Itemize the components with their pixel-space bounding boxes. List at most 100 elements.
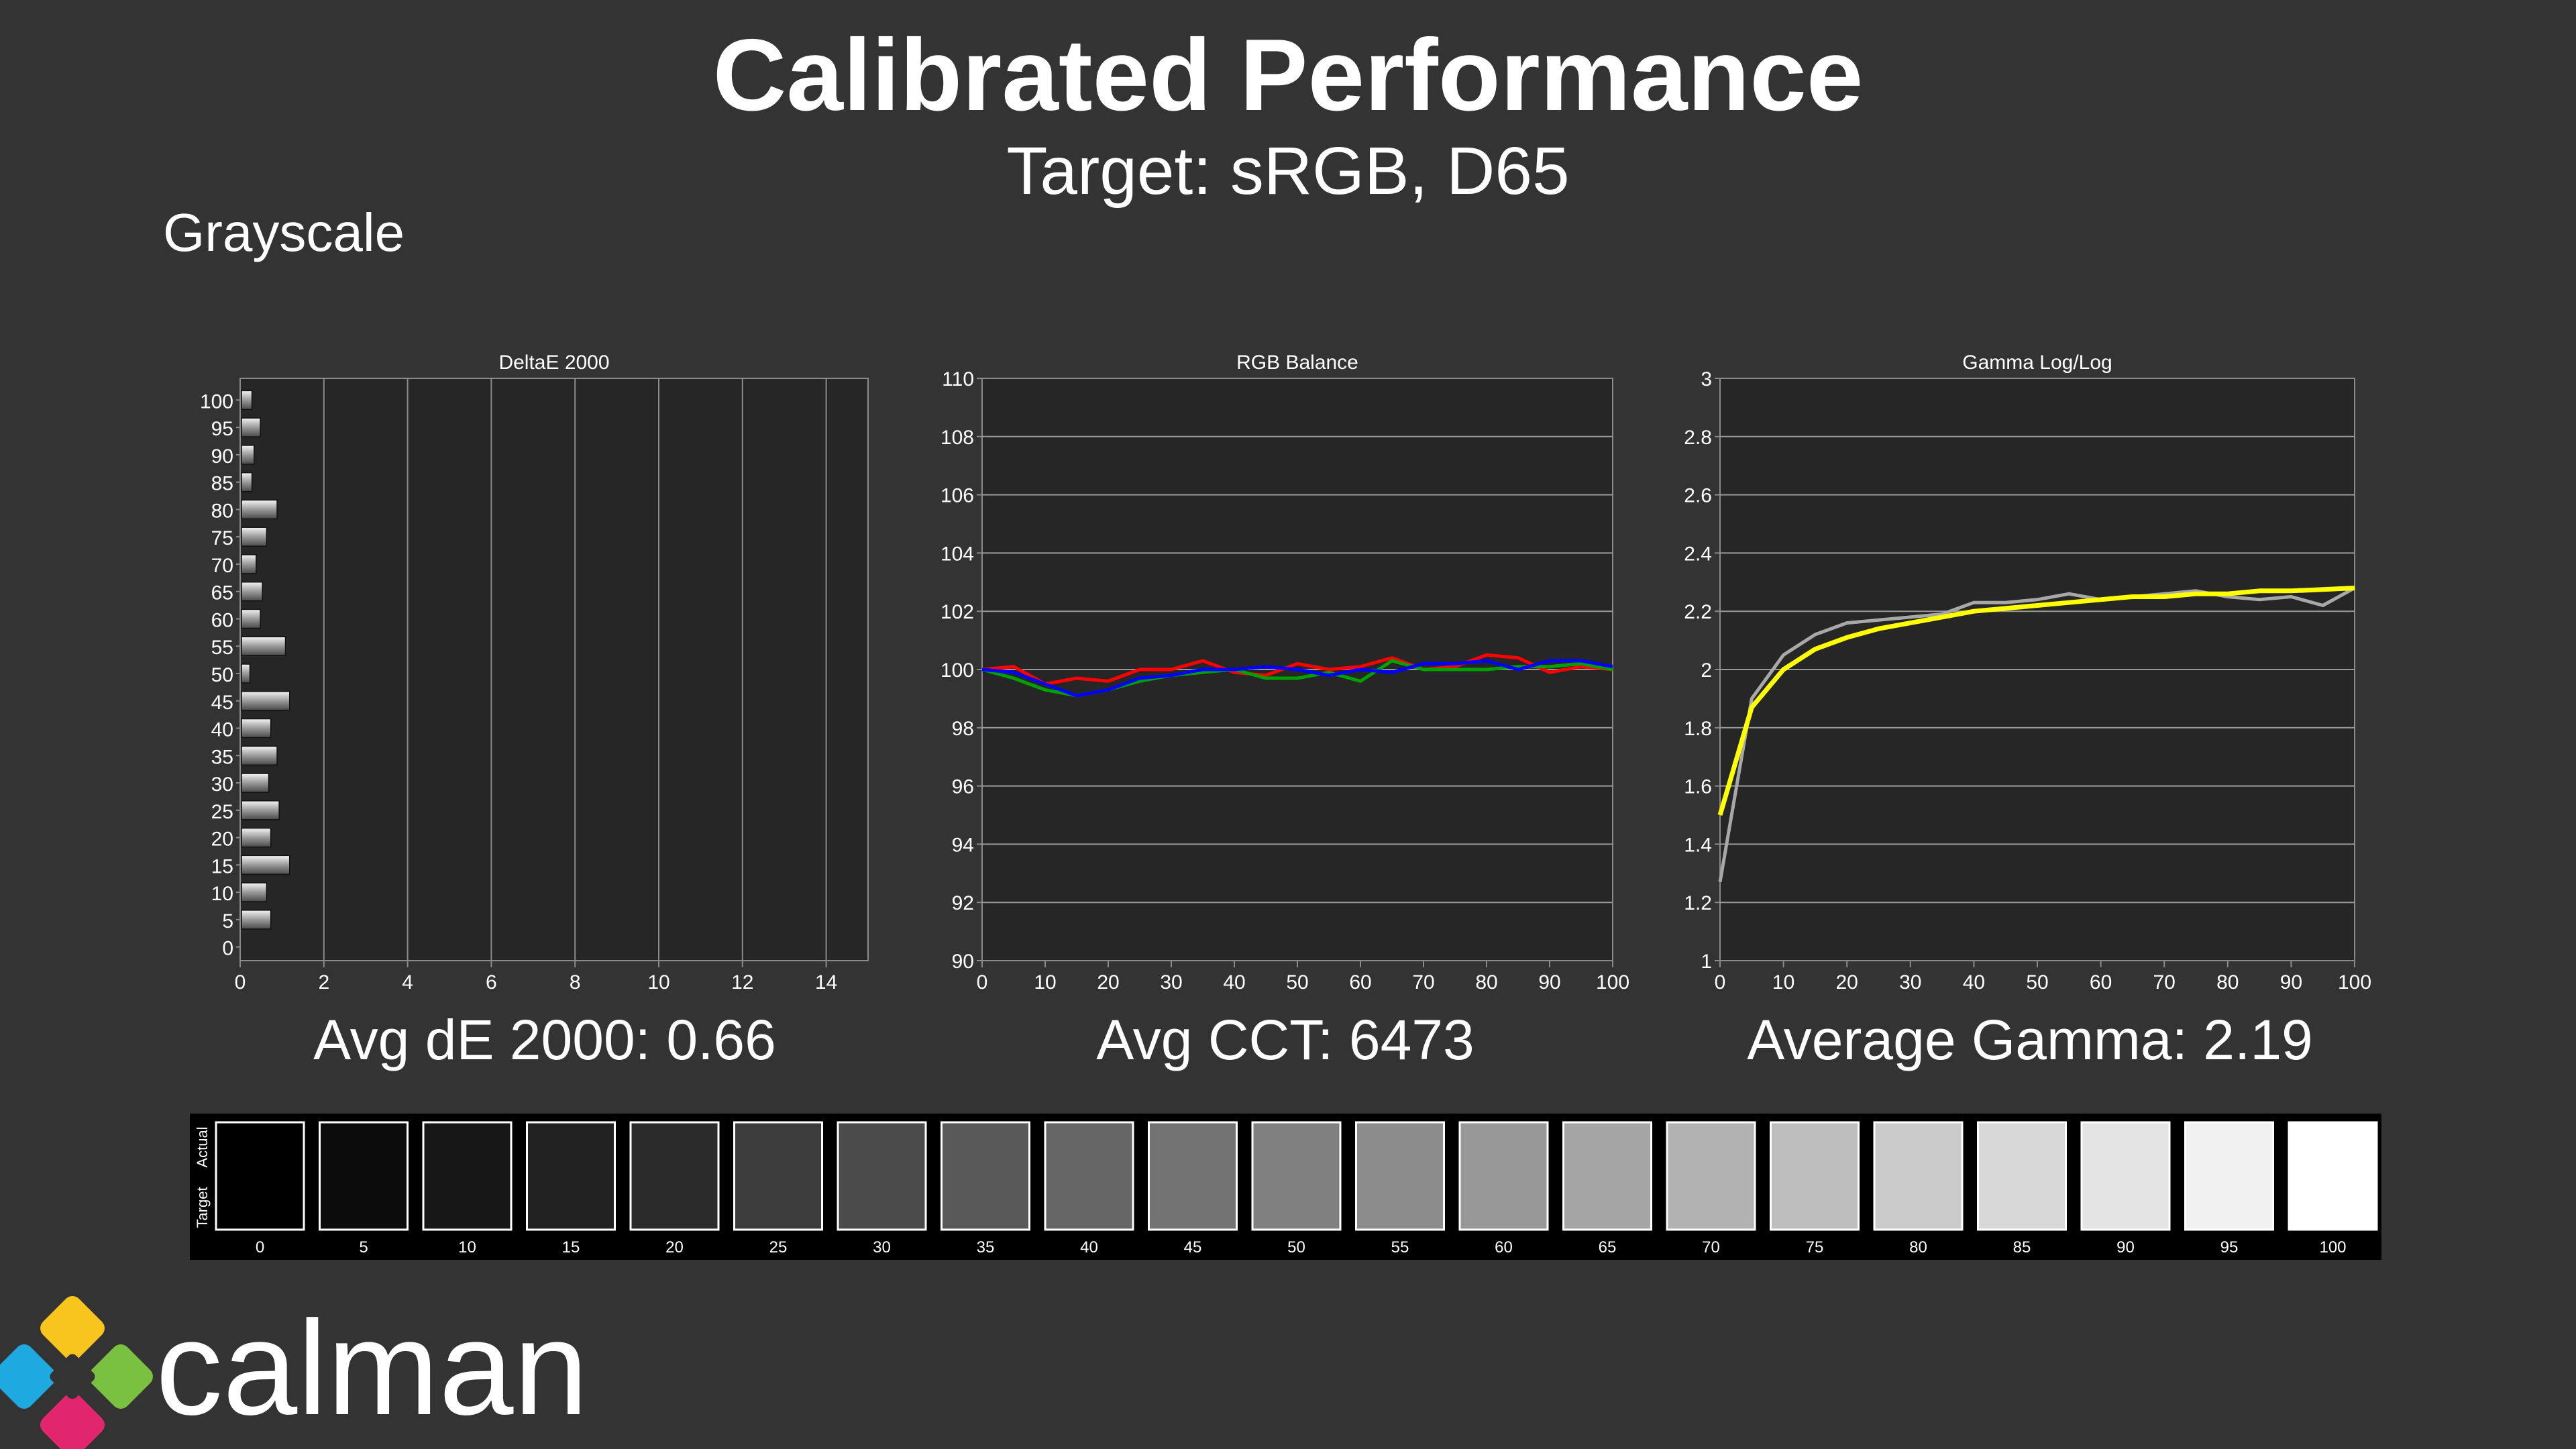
deltae-bar xyxy=(241,910,272,930)
rgb-balance-chart-title: RGB Balance xyxy=(1236,352,1358,374)
avg-gamma-summary: Average Gamma: 2.19 xyxy=(1747,1008,2313,1071)
swatch-label: 95 xyxy=(2220,1238,2239,1256)
deltae-bar xyxy=(241,855,290,875)
deltae-y-tick-label: 90 xyxy=(211,445,233,468)
deltae-y-tick-label: 45 xyxy=(211,692,233,714)
deltae-y-tick-label: 15 xyxy=(211,855,233,877)
deltae-y-tick-label: 65 xyxy=(211,582,233,604)
gamma-y-tick-label: 3 xyxy=(1701,368,1712,390)
deltae-bar xyxy=(241,636,286,656)
swatch-target-label: Target xyxy=(194,1187,211,1228)
section-label: Grayscale xyxy=(163,203,405,262)
deltae-y-tick-label: 70 xyxy=(211,555,233,577)
grayscale-swatch xyxy=(1044,1121,1134,1231)
gamma-x-tick-label: 40 xyxy=(1963,971,1985,994)
swatch-label: 90 xyxy=(2116,1238,2135,1256)
deltae-y-tick-label: 60 xyxy=(211,609,233,631)
deltae-bar xyxy=(241,472,253,492)
gamma-y-tick-label: 2.6 xyxy=(1684,485,1712,507)
grayscale-swatch xyxy=(1873,1121,1964,1231)
deltae-y-tick-label: 55 xyxy=(211,637,233,659)
deltae-y-tick-label: 50 xyxy=(211,664,233,686)
grayscale-swatch xyxy=(629,1121,720,1231)
swatch-actual-label: Actual xyxy=(194,1126,211,1167)
rgb-balance-x-tick-label: 60 xyxy=(1349,971,1371,994)
deltae-x-tick-label: 2 xyxy=(318,971,329,994)
rgb-balance-y-tick-label: 90 xyxy=(952,951,974,973)
rgb-balance-y-tick-label: 92 xyxy=(952,892,974,914)
swatch-label: 80 xyxy=(1909,1238,1927,1256)
deltae-y-tick-label: 10 xyxy=(211,883,233,905)
gamma-y-tick-label: 1.8 xyxy=(1684,718,1712,740)
gamma-x-tick-label: 80 xyxy=(2216,971,2239,994)
deltae-x-tick-label: 4 xyxy=(402,971,413,994)
rgb-balance-x-tick-label: 10 xyxy=(1034,971,1056,994)
deltae-bar xyxy=(241,745,278,766)
deltae-bar xyxy=(241,663,251,684)
grayscale-swatch xyxy=(2288,1121,2378,1231)
rgb-balance-x-tick-label: 40 xyxy=(1223,971,1245,994)
swatch-label: 50 xyxy=(1287,1238,1305,1256)
grayscale-swatch xyxy=(1770,1121,1860,1231)
gamma-x-tick-label: 70 xyxy=(2153,971,2176,994)
deltae-x-tick-label: 12 xyxy=(731,971,753,994)
grayscale-swatch xyxy=(2080,1121,2171,1231)
rgb-balance-x-tick-label: 70 xyxy=(1412,971,1434,994)
grayscale-swatch xyxy=(1251,1121,1342,1231)
deltae-x-tick-label: 8 xyxy=(570,971,581,994)
gamma-y-tick-label: 1.6 xyxy=(1684,776,1712,798)
deltae-y-tick-label: 40 xyxy=(211,719,233,741)
page-subtitle: Target: sRGB, D65 xyxy=(1006,133,1570,209)
deltae-bar xyxy=(241,691,290,711)
deltae-x-tick-label: 14 xyxy=(815,971,837,994)
deltae-bar xyxy=(241,827,272,848)
rgb-balance-y-tick-label: 96 xyxy=(952,776,974,798)
deltae-bar xyxy=(241,499,278,520)
rgb-balance-y-tick-label: 108 xyxy=(941,427,974,449)
swatch-label: 20 xyxy=(665,1238,684,1256)
rgb-balance-x-tick-label: 0 xyxy=(977,971,988,994)
deltae-bar xyxy=(241,882,268,902)
deltae-bar xyxy=(241,800,280,820)
gamma-y-tick-label: 1.4 xyxy=(1684,834,1712,856)
deltae-plot-area xyxy=(239,378,869,961)
deltae-y-tick-label: 20 xyxy=(211,828,233,851)
rgb-balance-y-tick-label: 102 xyxy=(941,601,974,623)
grayscale-swatch xyxy=(319,1121,409,1231)
deltae-y-tick-label: 30 xyxy=(211,773,233,796)
gamma-x-tick-label: 30 xyxy=(1899,971,1921,994)
rgb-balance-x-tick-label: 80 xyxy=(1475,971,1497,994)
swatch-label: 10 xyxy=(458,1238,476,1256)
gamma-x-tick-label: 0 xyxy=(1715,971,1726,994)
rgb-balance-y-tick-label: 100 xyxy=(941,659,974,682)
grayscale-swatch xyxy=(1458,1121,1549,1231)
rgb-balance-series-line xyxy=(981,653,1613,686)
rgb-balance-y-tick-label: 106 xyxy=(941,485,974,507)
rgb-balance-series-line xyxy=(981,659,1613,698)
gamma-y-tick-label: 2.8 xyxy=(1684,427,1712,449)
deltae-bar xyxy=(241,554,257,574)
deltae-y-tick-label: 80 xyxy=(211,500,233,522)
gamma-x-tick-label: 10 xyxy=(1772,971,1794,994)
deltae-y-tick-label: 85 xyxy=(211,473,233,495)
deltae-chart-title: DeltaE 2000 xyxy=(498,352,609,374)
swatch-label: 70 xyxy=(1702,1238,1720,1256)
rgb-balance-y-tick-label: 98 xyxy=(952,718,974,740)
deltae-x-tick-label: 10 xyxy=(647,971,669,994)
swatch-label: 65 xyxy=(1599,1238,1617,1256)
avg-de-summary: Avg dE 2000: 0.66 xyxy=(313,1008,776,1071)
deltae-y-tick-label: 35 xyxy=(211,746,233,768)
swatch-label: 25 xyxy=(769,1238,788,1256)
grayscale-swatch xyxy=(733,1121,823,1231)
swatch-label: 75 xyxy=(1806,1238,1824,1256)
swatch-label: 0 xyxy=(256,1238,264,1256)
calman-logo-text: calman xyxy=(156,1295,588,1443)
grayscale-swatch xyxy=(1666,1121,1756,1231)
rgb-balance-x-tick-label: 50 xyxy=(1286,971,1308,994)
swatch-label: 35 xyxy=(977,1238,995,1256)
grayscale-swatch xyxy=(526,1121,616,1231)
rgb-balance-x-tick-label: 20 xyxy=(1097,971,1119,994)
grayscale-swatch xyxy=(215,1121,305,1231)
gamma-x-tick-label: 60 xyxy=(2090,971,2112,994)
